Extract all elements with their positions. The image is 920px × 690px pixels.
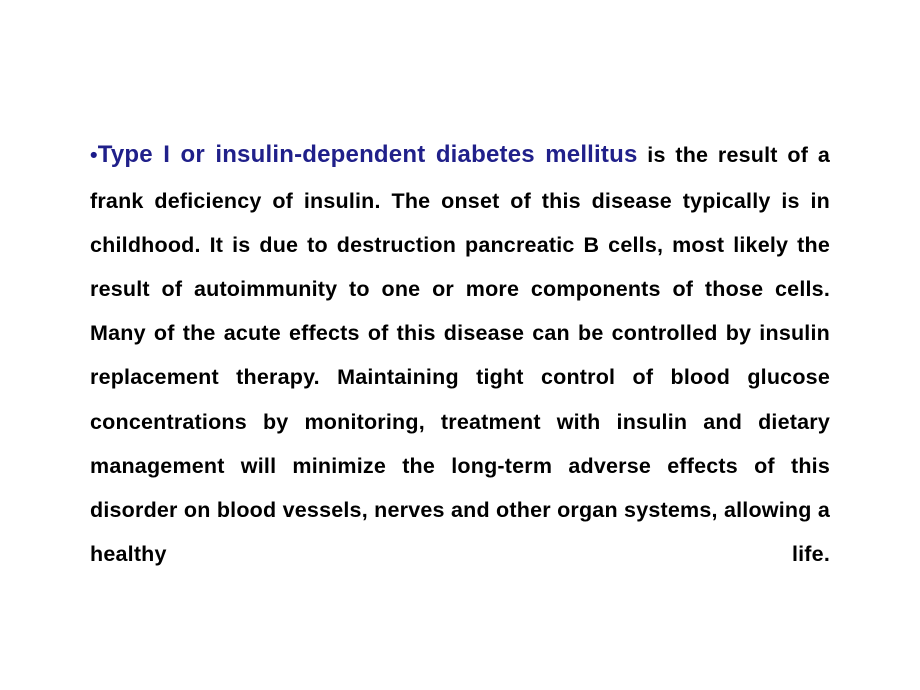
slide: •Type I or insulin-dependent diabetes me… xyxy=(0,0,920,690)
bullet-icon: • xyxy=(90,143,98,167)
lead-term: Type I or insulin-dependent diabetes mel… xyxy=(98,141,638,168)
paragraph: •Type I or insulin-dependent diabetes me… xyxy=(90,130,830,576)
body-text: is the result of a frank deficiency of i… xyxy=(90,143,830,566)
